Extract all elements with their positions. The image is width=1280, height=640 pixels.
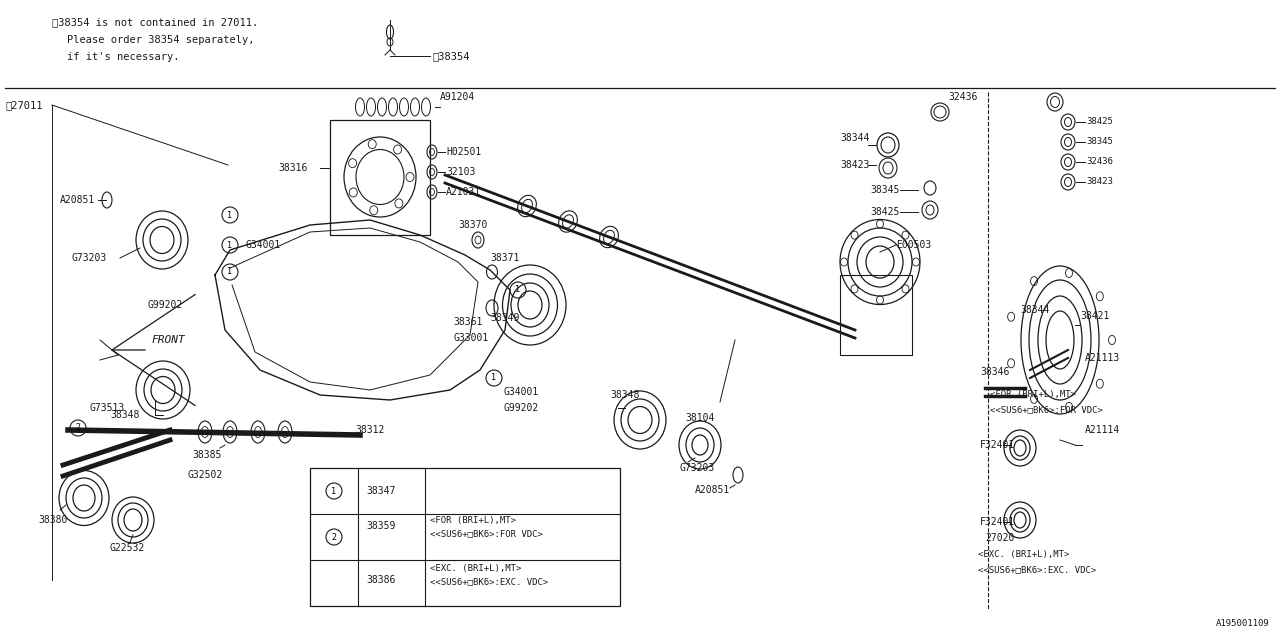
Text: 1: 1 [492, 374, 497, 383]
Text: FRONT: FRONT [152, 335, 186, 345]
Text: <EXC. (BRI+L),MT>: <EXC. (BRI+L),MT> [978, 550, 1069, 559]
Text: 38345: 38345 [1085, 138, 1112, 147]
Text: 38385: 38385 [192, 450, 221, 460]
Text: ※27011: ※27011 [5, 100, 42, 110]
Text: G32502: G32502 [188, 470, 223, 480]
Text: 38349: 38349 [490, 313, 520, 323]
Text: G73203: G73203 [680, 463, 716, 473]
Text: 2: 2 [76, 424, 81, 433]
Text: 38348: 38348 [110, 410, 140, 420]
Text: 1: 1 [516, 285, 521, 294]
Text: A21114: A21114 [1085, 425, 1120, 435]
Text: <<SUS6+□BK6>:EXC. VDC>: <<SUS6+□BK6>:EXC. VDC> [978, 566, 1096, 575]
Text: H02501: H02501 [445, 147, 481, 157]
Text: 38370: 38370 [458, 220, 488, 230]
Text: G33001: G33001 [453, 333, 488, 343]
Text: ※38354 is not contained in 27011.: ※38354 is not contained in 27011. [52, 17, 259, 27]
Text: G34001: G34001 [504, 387, 539, 397]
Bar [840, 275, 911, 355]
Text: G99202: G99202 [148, 300, 183, 310]
Text: 1: 1 [228, 211, 233, 220]
Text: 38425: 38425 [870, 207, 900, 217]
Text: 38423: 38423 [1085, 177, 1112, 186]
Text: 38371: 38371 [490, 253, 520, 263]
Text: ※38354: ※38354 [433, 51, 470, 61]
Text: 38421: 38421 [1080, 311, 1110, 321]
Text: 38312: 38312 [355, 425, 384, 435]
Text: A21113: A21113 [1085, 353, 1120, 363]
Text: 38361: 38361 [453, 317, 483, 327]
Text: A20851: A20851 [695, 485, 731, 495]
Text: A21031: A21031 [445, 187, 481, 197]
Text: A20851: A20851 [60, 195, 95, 205]
Text: 38386: 38386 [366, 575, 396, 585]
Text: 38316: 38316 [278, 163, 307, 173]
Text: G34001: G34001 [244, 240, 280, 250]
Text: G22532: G22532 [110, 543, 145, 553]
Text: G99202: G99202 [504, 403, 539, 413]
Text: <EXC. (BRI+L),MT>: <EXC. (BRI+L),MT> [430, 563, 521, 573]
Text: 38380: 38380 [38, 515, 68, 525]
Text: 38359: 38359 [366, 521, 396, 531]
Text: 32436: 32436 [948, 92, 978, 102]
Text: F32401: F32401 [980, 440, 1015, 450]
Text: 38345: 38345 [870, 185, 900, 195]
Text: <<SUS6+□BK6>:EXC. VDC>: <<SUS6+□BK6>:EXC. VDC> [430, 577, 548, 586]
Text: 32103: 32103 [445, 167, 475, 177]
Text: 1: 1 [332, 486, 337, 495]
Text: Please order 38354 separately,: Please order 38354 separately, [67, 35, 255, 45]
Text: 1: 1 [228, 268, 233, 276]
Text: <<SUS6+□BK6>:FOR VDC>: <<SUS6+□BK6>:FOR VDC> [430, 529, 543, 538]
Text: if it's necessary.: if it's necessary. [67, 52, 179, 62]
Text: 38346: 38346 [980, 367, 1010, 377]
Text: 38344: 38344 [1020, 305, 1050, 315]
Text: 27020: 27020 [986, 533, 1014, 543]
Text: <<SUS6+□BK6>:FOR VDC>: <<SUS6+□BK6>:FOR VDC> [989, 406, 1103, 415]
Text: 38425: 38425 [1085, 118, 1112, 127]
Text: F32401: F32401 [980, 517, 1015, 527]
Text: 38348: 38348 [611, 390, 640, 400]
Text: 38344: 38344 [840, 133, 869, 143]
Text: 38423: 38423 [840, 160, 869, 170]
Text: 1: 1 [228, 241, 233, 250]
Text: E00503: E00503 [896, 240, 932, 250]
Text: A195001109: A195001109 [1216, 619, 1270, 628]
Bar [310, 468, 620, 606]
Text: <FOR (BRI+L),MT>: <FOR (BRI+L),MT> [989, 390, 1076, 399]
Text: 32436: 32436 [1085, 157, 1112, 166]
Text: <FOR (BRI+L),MT>: <FOR (BRI+L),MT> [430, 515, 516, 525]
Text: A91204: A91204 [440, 92, 475, 102]
Text: G73513: G73513 [90, 403, 125, 413]
Text: G73203: G73203 [72, 253, 108, 263]
Text: 2: 2 [332, 532, 337, 541]
Text: 38104: 38104 [685, 413, 714, 423]
Text: 38347: 38347 [366, 486, 396, 496]
Bar [330, 120, 430, 235]
